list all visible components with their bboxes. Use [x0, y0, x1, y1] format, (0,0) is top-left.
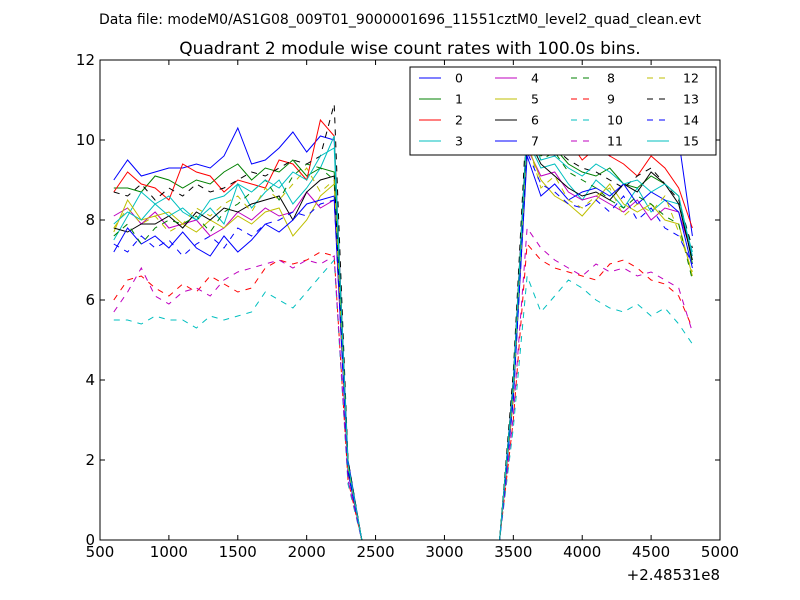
legend-label-5: 5 [531, 92, 539, 107]
axis-ticks: 500 1000 1500 2000 2500 3000 3500 4000 4500 5000 0… [76, 51, 739, 561]
legend-label-9: 9 [607, 92, 615, 107]
series-line-5 [113, 143, 693, 541]
series-line-12 [113, 139, 693, 541]
legend-label-12: 12 [683, 71, 699, 86]
x-tick-label: 2500 [356, 543, 394, 561]
legend-label-2: 2 [455, 113, 463, 128]
chart-title: Quadrant 2 module wise count rates with … [179, 39, 640, 59]
legend-label-8: 8 [607, 71, 615, 86]
y-tick-label: 0 [85, 531, 95, 549]
legend-label-7: 7 [531, 134, 539, 149]
series-line-3 [113, 135, 693, 541]
y-tick-label: 8 [85, 211, 95, 229]
y-tick-label: 4 [85, 371, 95, 389]
legend-label-0: 0 [455, 71, 463, 86]
series-line-4 [113, 146, 693, 541]
x-offset-label: +2.48531e8 [627, 566, 720, 584]
y-tick-label: 10 [76, 131, 95, 149]
x-tick-label: 4000 [563, 543, 601, 561]
series-line-11 [113, 226, 693, 541]
series-line-10 [113, 258, 693, 541]
series-line-2 [113, 118, 693, 541]
y-tick-label: 2 [85, 451, 95, 469]
x-tick-label: 1500 [219, 543, 257, 561]
series-line-13 [113, 103, 693, 541]
series-line-15 [113, 127, 693, 541]
y-tick-label: 12 [76, 51, 95, 69]
legend-label-14: 14 [683, 113, 699, 128]
x-tick-label: 4500 [632, 543, 670, 561]
x-tick-label: 1000 [150, 543, 188, 561]
series-line-9 [113, 242, 693, 541]
legend-label-6: 6 [531, 113, 539, 128]
y-tick-label: 6 [85, 291, 95, 309]
x-tick-label: 2000 [288, 543, 326, 561]
x-tick-label: 3500 [494, 543, 532, 561]
series-lines [113, 103, 693, 541]
legend-label-10: 10 [607, 113, 623, 128]
data-file-caption: Data file: modeM0/AS1G08_009T01_90000016… [99, 12, 701, 28]
legend-box [409, 66, 717, 156]
plot-area: 500 1000 1500 2000 2500 3000 3500 4000 4500 5000 0… [76, 51, 739, 561]
legend-label-1: 1 [455, 92, 463, 107]
legend-label-15: 15 [683, 134, 699, 149]
x-tick-label: 3000 [425, 543, 463, 561]
x-tick-label: 5000 [701, 543, 739, 561]
legend-label-13: 13 [683, 92, 699, 107]
legend-label-3: 3 [455, 134, 463, 149]
legend-label-4: 4 [531, 71, 539, 86]
x-tick-label: 500 [86, 543, 115, 561]
series-line-6 [113, 134, 693, 541]
legend-label-11: 11 [607, 134, 623, 149]
